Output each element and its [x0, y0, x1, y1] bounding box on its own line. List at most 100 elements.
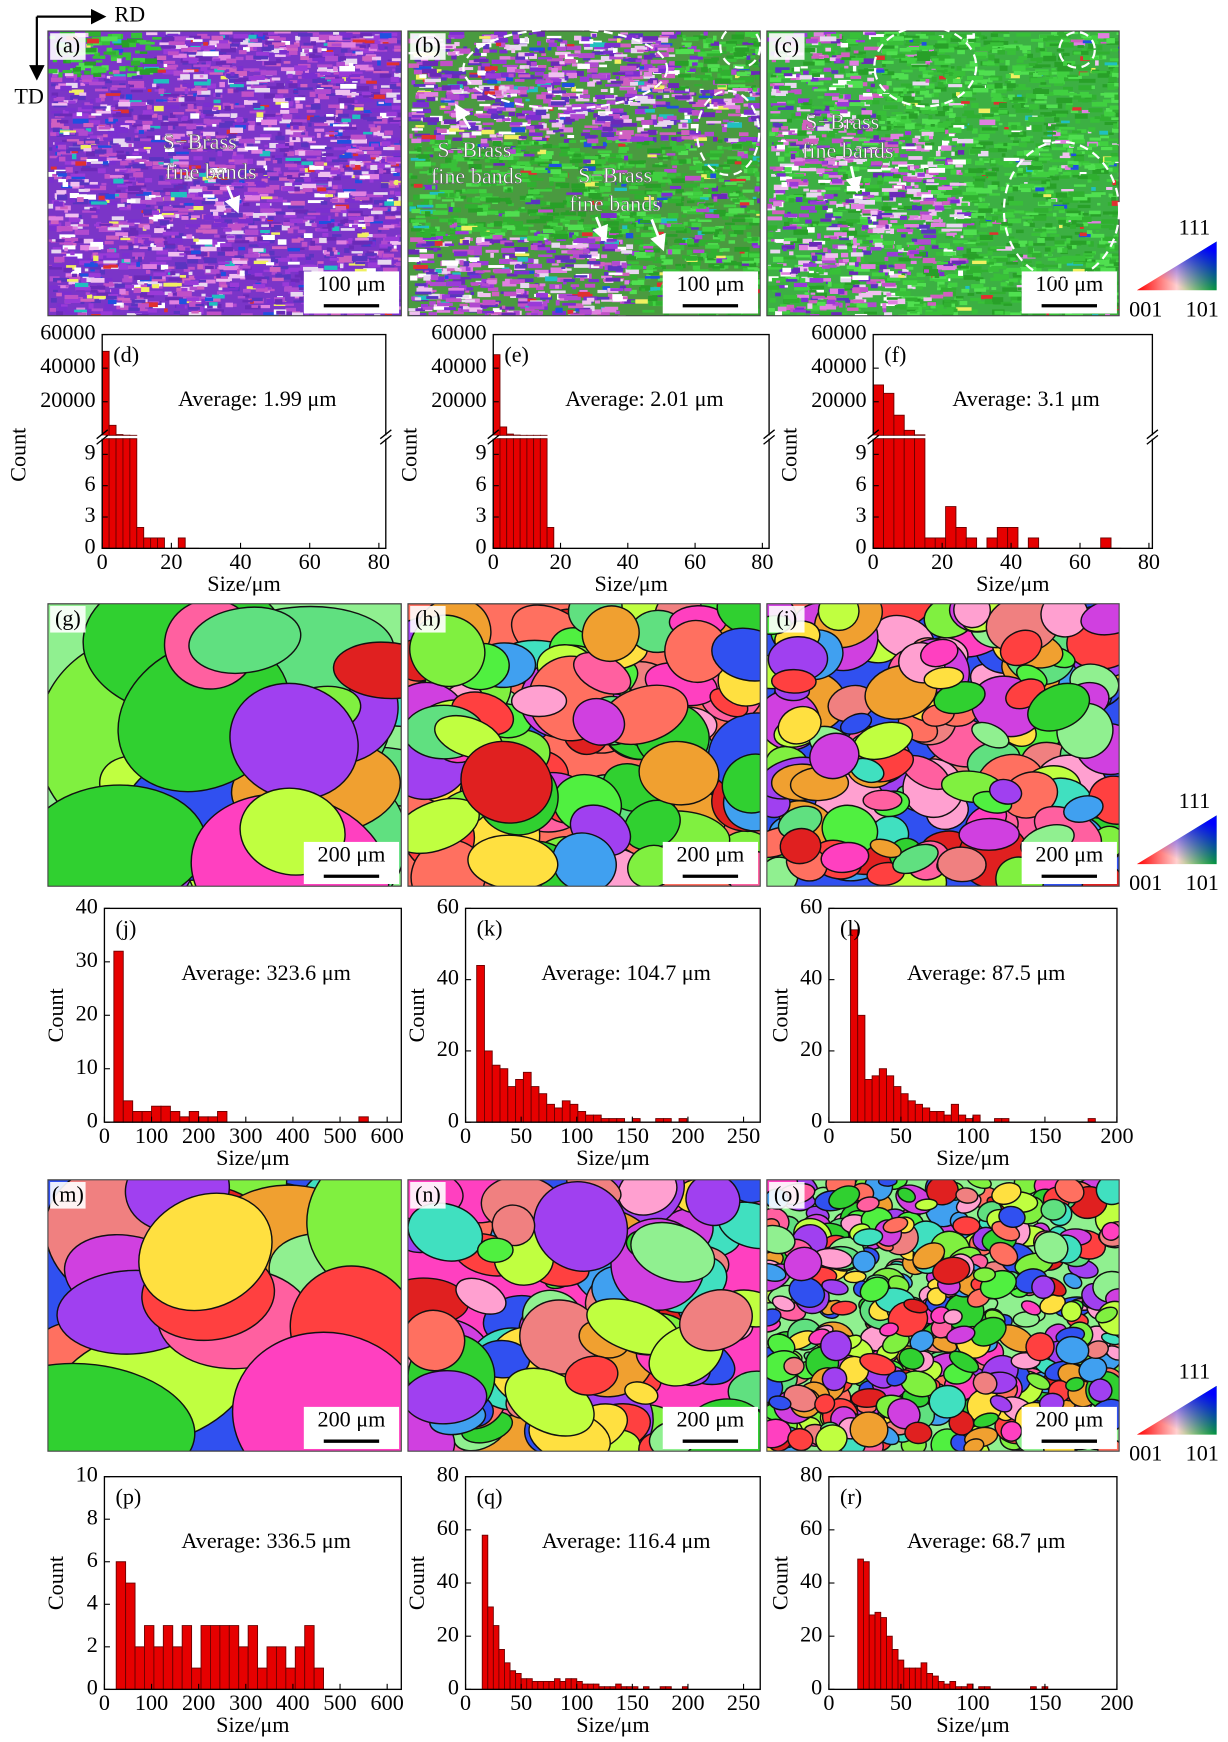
- map-pixel: [446, 39, 451, 44]
- map-pixel: [532, 77, 542, 79]
- map-pixel: [385, 165, 391, 168]
- map-pixel: [754, 258, 765, 263]
- map-pixel: [408, 202, 413, 205]
- map-pixel: [70, 95, 86, 100]
- map-pixel: [133, 115, 137, 120]
- map-pixel: [745, 208, 750, 212]
- map-pixel: [180, 275, 186, 278]
- map-pixel: [411, 209, 420, 213]
- map-pixel: [219, 287, 223, 290]
- map-pixel: [317, 64, 332, 67]
- map-pixel: [670, 186, 681, 189]
- map-pixel: [81, 75, 93, 79]
- map-pixel: [584, 125, 598, 128]
- map-pixel: [158, 162, 163, 164]
- map-pixel: [572, 235, 576, 239]
- map-pixel: [135, 159, 147, 162]
- map-pixel: [536, 293, 548, 298]
- map-pixel: [285, 98, 291, 101]
- map-pixel: [559, 114, 571, 117]
- map-pixel: [728, 138, 738, 142]
- map-pixel: [702, 231, 714, 234]
- map-pixel: [587, 261, 600, 264]
- map-pixel: [742, 261, 754, 263]
- map-pixel: [736, 191, 741, 194]
- map-pixel: [289, 83, 298, 88]
- map-pixel: [119, 169, 128, 171]
- map-pixel: [115, 194, 119, 197]
- map-pixel: [60, 86, 72, 91]
- map-pixel: [178, 245, 183, 250]
- map-pixel: [518, 209, 526, 211]
- map-pixel: [253, 218, 261, 220]
- map-pixel: [510, 237, 520, 239]
- map-pixel: [630, 102, 641, 106]
- map-pixel: [667, 116, 677, 120]
- map-pixel: [186, 234, 192, 238]
- map-pixel: [382, 136, 391, 138]
- map-pixel: [619, 109, 623, 111]
- map-pixel: [488, 109, 497, 114]
- map-pixel: [506, 200, 512, 204]
- map-pixel: [164, 308, 168, 312]
- map-pixel: [216, 205, 226, 210]
- map-pixel: [261, 70, 277, 75]
- map-pixel: [275, 54, 286, 57]
- map-pixel: [310, 145, 326, 148]
- map-pixel: [65, 238, 78, 241]
- map-pixel: [484, 87, 490, 92]
- map-pixel: [622, 263, 628, 268]
- map-pixel: [264, 114, 276, 117]
- map-pixel: [552, 123, 562, 128]
- map-pixel: [537, 41, 541, 45]
- map-pixel: [145, 47, 161, 51]
- map-pixel: [298, 230, 306, 233]
- map-pixel: [132, 76, 143, 79]
- map-pixel: [384, 130, 393, 134]
- map-pixel: [716, 110, 722, 113]
- map-pixel: [155, 135, 160, 140]
- map-pixel: [58, 114, 73, 117]
- map-pixel: [301, 132, 305, 134]
- map-pixel: [536, 94, 546, 99]
- map-pixel: [326, 114, 334, 117]
- map-pixel: [66, 285, 69, 287]
- map-pixel: [299, 151, 305, 156]
- map-pixel: [754, 121, 768, 126]
- map-pixel: [501, 86, 505, 89]
- map-pixel: [91, 201, 107, 204]
- map-pixel: [122, 300, 133, 303]
- map-pixel: [562, 163, 573, 166]
- map-pixel: [140, 51, 147, 53]
- map-pixel: [275, 136, 284, 141]
- map-pixel: [370, 179, 374, 183]
- map-pixel: [365, 163, 373, 166]
- map-pixel: [243, 289, 251, 293]
- map-pixel: [292, 173, 298, 178]
- map-pixel: [720, 71, 730, 76]
- map-pixel: [676, 266, 683, 270]
- map-pixel: [288, 228, 294, 233]
- map-pixel: [583, 224, 597, 227]
- map-pixel: [104, 51, 116, 54]
- rd-label: RD: [114, 2, 145, 27]
- map-pixel: [715, 170, 731, 172]
- map-pixel: [535, 270, 549, 273]
- map-pixel: [171, 192, 187, 197]
- map-pixel: [169, 278, 182, 281]
- map-pixel: [583, 130, 590, 133]
- map-pixel: [509, 112, 515, 116]
- map-pixel: [354, 139, 367, 144]
- map-pixel: [219, 123, 230, 128]
- map-pixel: [191, 311, 198, 313]
- map-pixel: [410, 276, 417, 281]
- map-pixel: [705, 51, 719, 53]
- map-pixel: [58, 173, 67, 176]
- map-pixel: [147, 100, 154, 105]
- map-pixel: [231, 72, 235, 76]
- map-pixel: [453, 71, 466, 74]
- map-pixel: [113, 70, 120, 74]
- map-pixel: [373, 234, 386, 238]
- map-pixel: [279, 50, 287, 55]
- map-pixel: [670, 178, 685, 183]
